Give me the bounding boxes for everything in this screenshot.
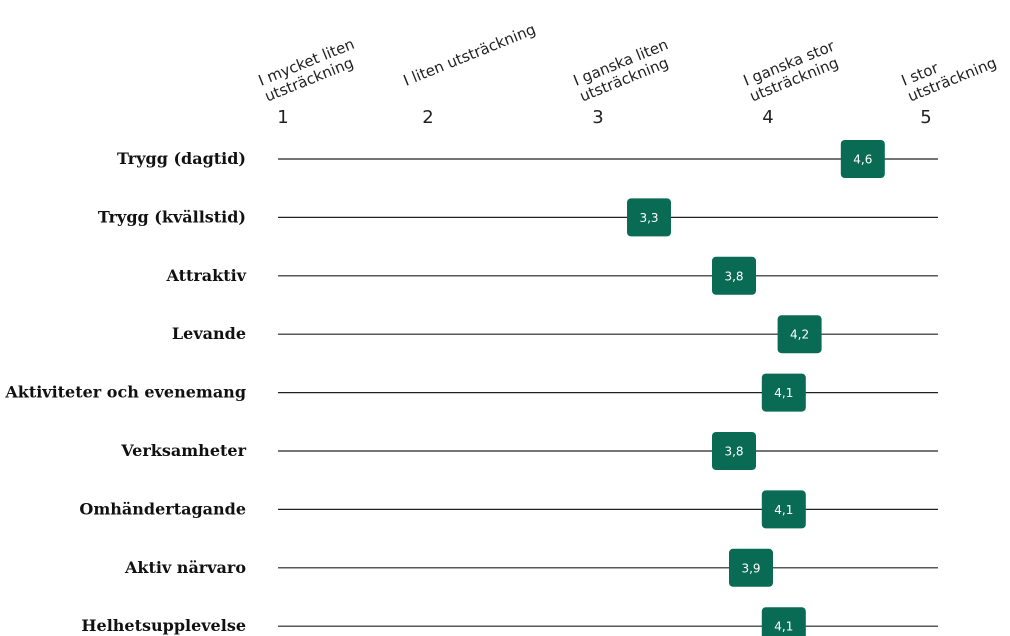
value-marker [761, 373, 806, 412]
tick-label: 4 [762, 107, 773, 128]
tick-label: 5 [920, 107, 931, 128]
value-marker [712, 256, 756, 295]
category-label: Levande [172, 324, 246, 343]
scale-label-line: I liten utsträckning [401, 20, 538, 90]
value-label: 4,1 [774, 620, 793, 634]
value-label: 3,8 [724, 269, 743, 283]
value-marker [761, 607, 806, 636]
category-label: Attraktiv [165, 266, 246, 285]
category-label: Verksamheter [120, 441, 246, 460]
category-label: Helhetsupplevelse [81, 616, 246, 635]
value-label: 3,9 [741, 561, 760, 575]
value-label: 4,1 [774, 503, 793, 517]
value-marker [761, 490, 806, 529]
value-label: 3,8 [724, 445, 743, 459]
category-label: Omhändertagande [79, 499, 246, 518]
value-label: 3,3 [639, 211, 658, 225]
category-label: Trygg (kvällstid) [98, 207, 246, 226]
value-marker [627, 198, 671, 237]
scale-label-2: I liten utsträckning [401, 20, 538, 90]
value-label: 4,2 [790, 328, 809, 342]
value-marker [712, 432, 756, 470]
value-label: 4,1 [774, 386, 793, 400]
category-label: Trygg (dagtid) [117, 149, 246, 168]
value-label: 4,6 [853, 153, 872, 167]
tick-label: 1 [277, 107, 288, 128]
value-marker [777, 315, 822, 354]
category-label: Aktiv närvaro [124, 558, 246, 577]
tick-label: 2 [422, 107, 433, 128]
value-marker [840, 140, 885, 178]
value-marker [729, 548, 773, 587]
category-label: Aktiviteter och evenemang [4, 383, 246, 402]
tick-label: 3 [592, 107, 603, 128]
